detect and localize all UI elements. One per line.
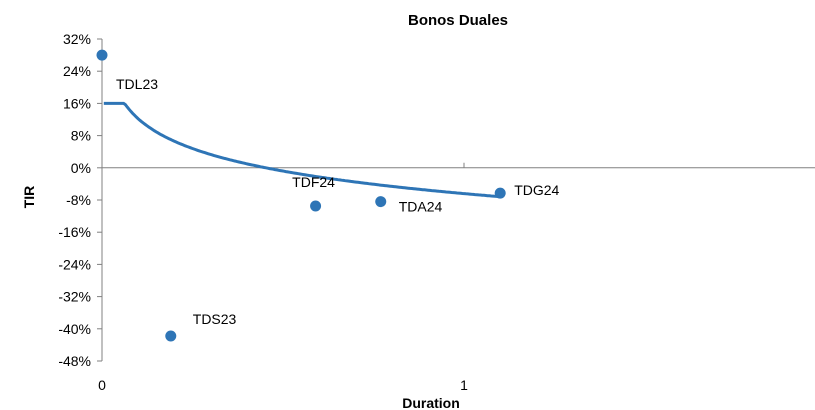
y-tick-label: -32% [58,289,91,305]
point-label-tda24: TDA24 [399,199,443,215]
y-tick-label: -16% [58,224,91,240]
y-tick-label: -48% [58,353,91,369]
y-tick-label: 0% [71,160,91,176]
data-point-tdg24 [494,187,506,199]
point-labels: TDL23 TDS23 TDF24 TDA24 TDG24 [116,76,560,327]
data-points [96,49,506,342]
y-axis-title: TIR [21,186,37,209]
y-tick-label: -24% [58,256,91,272]
y-tick-label: -40% [58,321,91,337]
point-label-tdg24: TDG24 [514,182,559,198]
y-tick-label: 8% [71,128,91,144]
x-tick-label: 0 [98,377,106,393]
point-label-tdf24: TDF24 [292,174,335,190]
point-label-tdl23: TDL23 [116,76,158,92]
trend-line [103,101,501,199]
y-ticks: 32% 24% 16% 8% 0% -8% -16% -24% -32% -40% -48% [58,31,102,369]
x-tick-label: 1 [460,377,468,393]
x-axis-title: Duration [402,395,460,410]
data-point-tds23 [165,330,177,342]
y-tick-label: 24% [63,63,91,79]
y-tick-label: 16% [63,95,91,111]
data-point-tdl23 [96,49,108,61]
chart-title: Bonos Duales [408,12,508,29]
y-tick-label: -8% [66,192,91,208]
data-point-tda24 [375,196,387,208]
point-label-tds23: TDS23 [193,311,237,327]
y-tick-label: 32% [63,31,91,47]
data-point-tdf24 [310,200,322,212]
